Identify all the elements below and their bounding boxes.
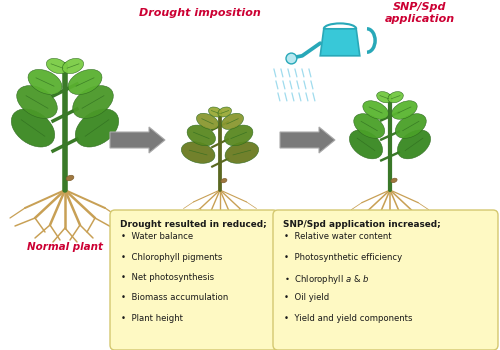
Ellipse shape xyxy=(224,125,253,146)
Text: •  Chlorophyll $a$ & $b$: • Chlorophyll $a$ & $b$ xyxy=(284,273,370,286)
Ellipse shape xyxy=(388,92,404,103)
Text: •  Yield and yield components: • Yield and yield components xyxy=(284,314,412,323)
Text: •  Chlorophyll pigments: • Chlorophyll pigments xyxy=(121,252,222,261)
Text: •  Plant height: • Plant height xyxy=(121,314,183,323)
FancyArrow shape xyxy=(280,127,335,153)
Ellipse shape xyxy=(396,114,426,138)
Ellipse shape xyxy=(46,58,68,74)
Text: •  Photosynthetic efficiency: • Photosynthetic efficiency xyxy=(284,252,402,261)
Text: application: application xyxy=(385,14,455,24)
Ellipse shape xyxy=(398,130,430,159)
Ellipse shape xyxy=(62,58,84,74)
Ellipse shape xyxy=(72,86,114,118)
Ellipse shape xyxy=(68,69,102,94)
Ellipse shape xyxy=(221,178,227,183)
Text: Drought resulted in reduced;: Drought resulted in reduced; xyxy=(120,220,267,229)
Ellipse shape xyxy=(391,178,397,183)
Ellipse shape xyxy=(76,109,118,147)
Ellipse shape xyxy=(218,107,232,117)
Ellipse shape xyxy=(350,130,382,159)
Ellipse shape xyxy=(354,114,384,138)
Text: •  Relative water content: • Relative water content xyxy=(284,232,392,241)
Text: •  Net photosynthesis: • Net photosynthesis xyxy=(121,273,214,282)
FancyBboxPatch shape xyxy=(273,210,498,350)
Circle shape xyxy=(286,53,297,64)
Polygon shape xyxy=(320,29,360,56)
Text: SNP/Spd: SNP/Spd xyxy=(393,2,447,12)
Ellipse shape xyxy=(225,142,258,163)
Text: Drought imposition: Drought imposition xyxy=(139,8,261,18)
Ellipse shape xyxy=(182,142,215,163)
Ellipse shape xyxy=(208,107,222,117)
Ellipse shape xyxy=(222,113,244,130)
Ellipse shape xyxy=(66,175,74,181)
Ellipse shape xyxy=(392,101,417,119)
Text: SNP/Spd application increased;: SNP/Spd application increased; xyxy=(283,220,441,229)
Ellipse shape xyxy=(376,92,392,103)
Text: •  Oil yield: • Oil yield xyxy=(284,294,329,302)
Text: Normal plant: Normal plant xyxy=(27,242,103,252)
Ellipse shape xyxy=(187,125,216,146)
Ellipse shape xyxy=(28,69,62,94)
Ellipse shape xyxy=(12,109,54,147)
FancyBboxPatch shape xyxy=(110,210,278,350)
Text: •  Biomass accumulation: • Biomass accumulation xyxy=(121,294,228,302)
Ellipse shape xyxy=(16,86,58,118)
FancyArrow shape xyxy=(110,127,165,153)
Ellipse shape xyxy=(196,113,218,130)
Ellipse shape xyxy=(363,101,388,119)
Text: •  Water balance: • Water balance xyxy=(121,232,193,241)
